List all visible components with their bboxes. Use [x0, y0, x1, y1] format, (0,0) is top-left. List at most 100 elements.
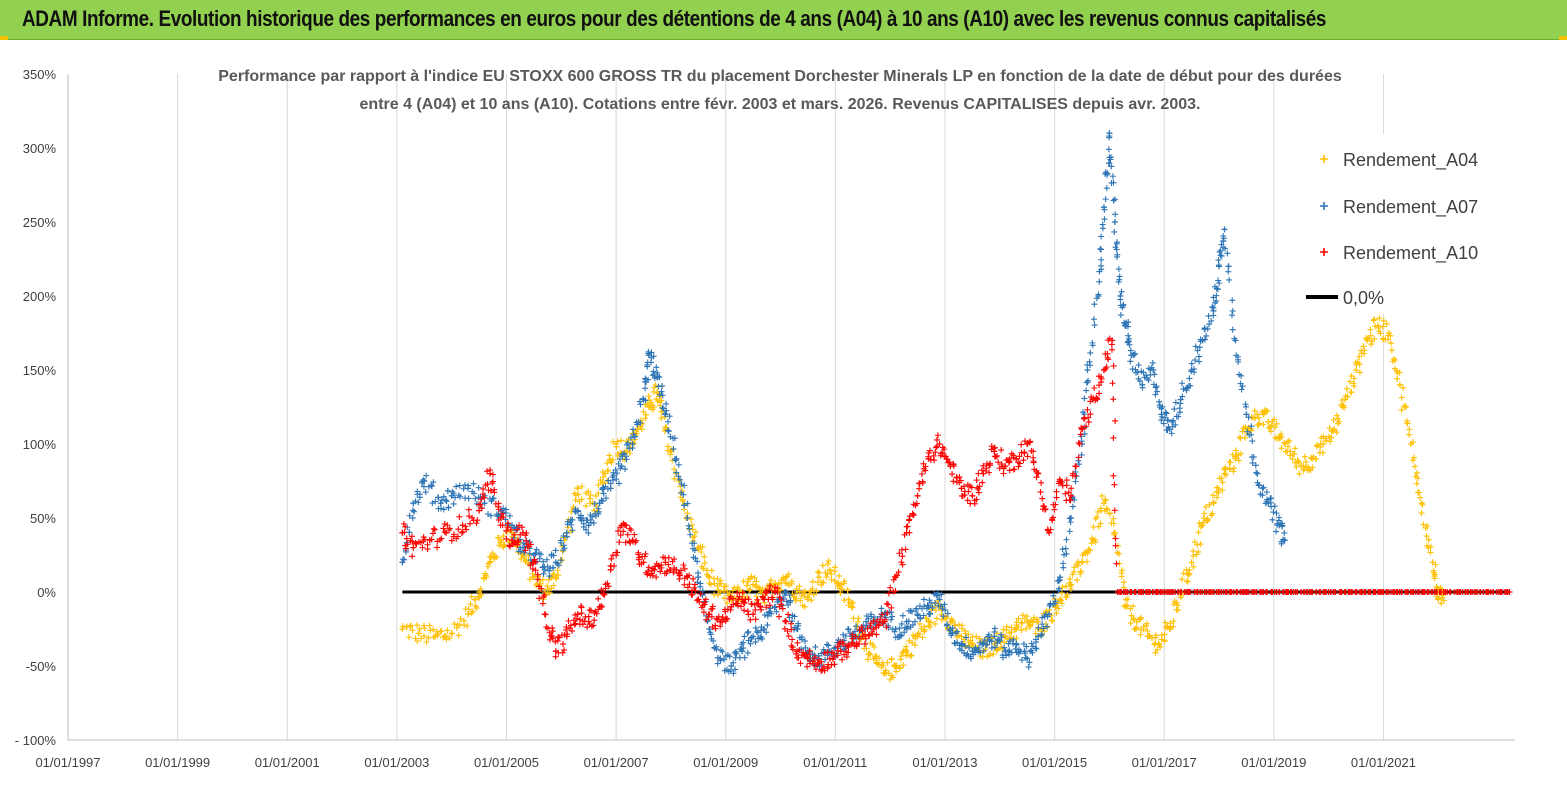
scatter-marker-rendement-a04 — [810, 591, 817, 598]
scatter-marker-rendement-a07 — [911, 618, 918, 625]
data-point-rendement-a07 — [1046, 611, 1053, 618]
scatter-marker-rendement-a07 — [526, 550, 533, 557]
data-point-rendement-a07 — [1254, 470, 1261, 477]
scatter-marker-rendement-a04 — [1214, 494, 1221, 501]
data-point-rendement-a07 — [673, 455, 680, 462]
scatter-marker-rendement-a10 — [681, 565, 688, 572]
scatter-marker-rendement-a07 — [517, 548, 524, 555]
scatter-marker-rendement-a10 — [564, 631, 571, 638]
scatter-marker-rendement-a04 — [1194, 541, 1201, 548]
scatter-marker-rendement-a10 — [1026, 439, 1033, 446]
scatter-marker-rendement-a07 — [487, 512, 494, 519]
scatter-marker-rendement-a04 — [1388, 347, 1395, 354]
scatter-marker-rendement-a07 — [740, 639, 747, 646]
scatter-marker-rendement-a07 — [1117, 296, 1124, 303]
scatter-marker-rendement-a07 — [560, 542, 567, 549]
scatter-marker-rendement-a10 — [598, 603, 605, 610]
scatter-marker-rendement-a07 — [552, 547, 559, 554]
data-point-rendement-a07 — [706, 626, 713, 632]
scatter-marker-rendement-a07 — [1168, 418, 1175, 425]
scatter-marker-rendement-a04 — [921, 623, 928, 630]
data-point-rendement-a07 — [465, 485, 472, 492]
scatter-marker-rendement-a10 — [456, 513, 463, 520]
scatter-marker-rendement-a07 — [1110, 179, 1117, 186]
data-point-rendement-a07 — [437, 500, 444, 507]
scatter-marker-rendement-a07 — [851, 628, 858, 635]
x-tick-label: 01/01/2015 — [1022, 755, 1087, 770]
data-point-rendement-a07 — [1221, 226, 1228, 233]
scatter-marker-rendement-a10 — [680, 562, 687, 568]
scatter-marker-rendement-a07 — [1264, 496, 1271, 503]
scatter-marker-rendement-a10 — [1072, 463, 1079, 470]
scatter-marker-rendement-a07 — [561, 545, 568, 552]
scatter-marker-rendement-a07 — [645, 350, 652, 357]
scatter-marker-rendement-a07 — [1099, 221, 1106, 228]
scatter-marker-rendement-a07 — [692, 555, 699, 562]
scatter-marker-rendement-a04 — [1287, 452, 1294, 459]
scatter-marker-rendement-a07 — [1160, 420, 1167, 427]
scatter-marker-rendement-a10 — [811, 654, 818, 661]
scatter-marker-rendement-a04 — [546, 589, 553, 596]
scatter-marker-rendement-a10 — [559, 649, 566, 656]
scatter-marker-rendement-a10 — [888, 604, 895, 611]
scatter-marker-rendement-a07 — [540, 570, 547, 577]
scatter-marker-rendement-a10 — [736, 593, 743, 600]
scatter-marker-rendement-a04 — [1370, 317, 1377, 324]
scatter-marker-rendement-a04 — [426, 622, 433, 629]
scatter-marker-rendement-a04 — [1425, 536, 1432, 543]
scatter-marker-rendement-a07 — [798, 634, 805, 641]
scatter-marker-rendement-a07 — [747, 640, 754, 647]
scatter-marker-rendement-a10 — [587, 607, 594, 614]
scatter-marker-rendement-a10 — [691, 581, 698, 588]
scatter-marker-rendement-a10 — [514, 541, 521, 548]
scatter-marker-rendement-a04 — [1119, 567, 1126, 574]
scatter-marker-rendement-a07 — [675, 461, 682, 468]
scatter-marker-rendement-a04 — [457, 615, 464, 622]
scatter-marker-rendement-a04 — [671, 466, 678, 473]
scatter-marker-rendement-a04 — [1263, 408, 1270, 415]
scatter-marker-rendement-a10 — [741, 607, 748, 614]
scatter-marker-rendement-a07 — [1115, 266, 1122, 273]
scatter-marker-rendement-a07 — [1039, 621, 1046, 628]
scatter-marker-rendement-a10 — [500, 514, 507, 521]
scatter-marker-rendement-a07 — [787, 597, 794, 604]
scatter-marker-rendement-a07 — [521, 544, 528, 551]
scatter-marker-rendement-a04 — [405, 634, 412, 641]
scatter-marker-rendement-a07 — [694, 558, 701, 565]
scatter-marker-rendement-a10 — [555, 633, 562, 640]
scatter-marker-rendement-a07 — [440, 493, 447, 500]
data-point-rendement-a04 — [574, 485, 581, 492]
scatter-marker-rendement-a07 — [821, 656, 828, 663]
scatter-marker-rendement-a04 — [1184, 578, 1191, 585]
scatter-marker-rendement-a04 — [1137, 614, 1144, 621]
scatter-marker-rendement-a04 — [755, 584, 762, 591]
scatter-marker-rendement-a07 — [1032, 645, 1039, 652]
scatter-marker-rendement-a07 — [1279, 522, 1286, 529]
scatter-marker-rendement-a04 — [1203, 518, 1210, 525]
scatter-marker-rendement-a07 — [595, 510, 602, 517]
scatter-marker-rendement-a10 — [1005, 459, 1012, 466]
scatter-marker-rendement-a10 — [961, 483, 968, 490]
scatter-marker-rendement-a10 — [1042, 506, 1049, 513]
scatter-marker-rendement-a04 — [464, 622, 471, 629]
scatter-marker-rendement-a10 — [843, 653, 850, 660]
scatter-marker-rendement-a10 — [627, 527, 634, 534]
scatter-marker-rendement-a10 — [1110, 434, 1117, 441]
scatter-marker-rendement-a04 — [500, 543, 507, 550]
scatter-marker-rendement-a10 — [1108, 346, 1115, 353]
scatter-marker-rendement-a04 — [595, 490, 602, 497]
scatter-marker-rendement-a04 — [1264, 407, 1271, 414]
scatter-marker-rendement-a07 — [1216, 280, 1223, 287]
scatter-marker-rendement-a10 — [752, 606, 759, 613]
scatter-marker-rendement-a07 — [1215, 257, 1222, 264]
scatter-marker-rendement-a04 — [796, 588, 803, 595]
scatter-marker-rendement-a07 — [732, 666, 739, 673]
scatter-marker-rendement-a04 — [550, 571, 557, 578]
scatter-marker-rendement-a10 — [779, 605, 786, 612]
data-point-rendement-a10 — [991, 448, 998, 455]
scatter-marker-rendement-a10 — [539, 600, 546, 607]
scatter-marker-rendement-a07 — [917, 615, 924, 622]
scatter-marker-rendement-a10 — [1038, 479, 1045, 486]
x-tick-label: 01/01/2019 — [1241, 755, 1306, 770]
scatter-marker-rendement-a10 — [598, 586, 605, 593]
